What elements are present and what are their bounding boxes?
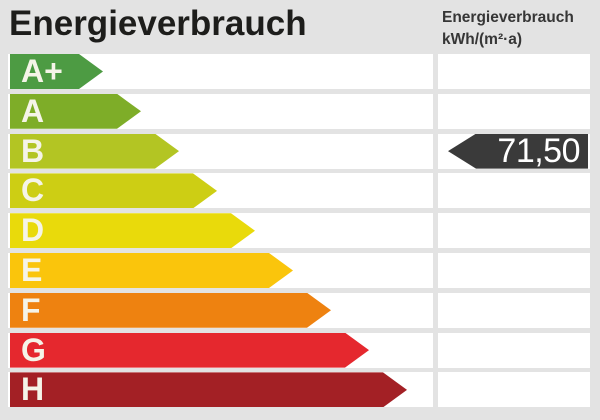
energy-class-letter: B	[21, 132, 45, 169]
energy-scale: A+ A B 71,50 C D E F G H	[8, 54, 590, 409]
value-cell	[438, 213, 590, 249]
value-marker-text: 71,50	[497, 131, 580, 170]
value-cell	[438, 372, 590, 408]
value-marker-arrow: 71,50	[448, 131, 588, 170]
energy-class-bar: H	[10, 372, 407, 407]
bar-cell: G	[8, 333, 433, 368]
bar-cell: C	[8, 173, 433, 209]
energy-class-letter: G	[21, 331, 46, 368]
value-cell	[438, 54, 590, 89]
unit-label: Energieverbrauch kWh/(m²·a)	[442, 7, 574, 51]
energy-class-bar: C	[10, 173, 217, 208]
energy-class-bar: A+	[10, 54, 103, 89]
unit-label-line1: Energieverbrauch	[442, 9, 574, 26]
value-cell	[438, 292, 590, 328]
bar-cell: A	[8, 94, 433, 129]
bar-cell: D	[8, 213, 433, 249]
energy-class-bar: D	[10, 213, 255, 248]
bar-cell: E	[8, 253, 433, 288]
bar-cell: H	[8, 372, 433, 408]
energy-class-letter: H	[21, 371, 45, 408]
energy-class-letter: A+	[21, 53, 63, 89]
value-cell	[438, 173, 590, 209]
energy-class-bar: B	[10, 134, 179, 169]
energy-class-letter: C	[21, 172, 45, 209]
bar-cell: B	[8, 134, 433, 169]
value-cell	[438, 332, 590, 368]
energy-class-letter: D	[21, 212, 45, 249]
energy-class-bar: A	[10, 94, 141, 129]
bar-cell: F	[8, 293, 433, 328]
value-cell	[438, 252, 590, 288]
energy-class-bar: E	[10, 253, 293, 288]
energy-class-letter: E	[21, 251, 43, 288]
unit-label-line2: kWh/(m²·a)	[442, 31, 523, 48]
energy-class-letter: A	[21, 92, 45, 129]
energy-class-bar: G	[10, 333, 369, 368]
bar-cell: A+	[8, 54, 433, 89]
value-cell: 71,50	[438, 131, 590, 170]
value-cell	[438, 93, 590, 129]
energy-class-letter: F	[21, 291, 41, 328]
energy-class-bar: F	[10, 293, 331, 328]
page-title: Energieverbrauch	[9, 4, 307, 43]
